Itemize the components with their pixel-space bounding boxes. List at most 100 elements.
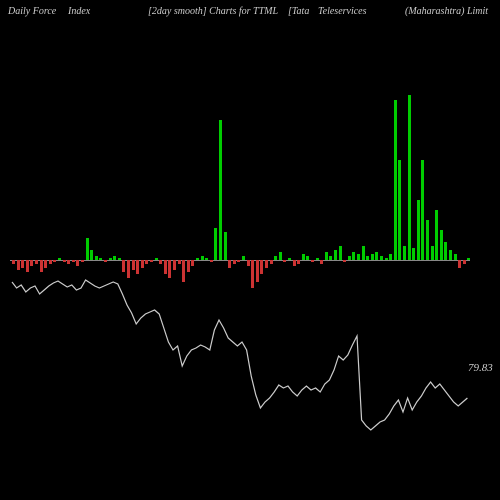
header-text-2: Index bbox=[68, 6, 90, 17]
force-bar bbox=[76, 260, 79, 266]
force-bar bbox=[233, 260, 236, 264]
force-bar bbox=[343, 260, 346, 262]
force-bar bbox=[316, 258, 319, 260]
force-bar bbox=[334, 250, 337, 260]
force-bar bbox=[329, 256, 332, 260]
force-bar bbox=[385, 258, 388, 260]
force-bar bbox=[63, 260, 66, 262]
force-bar bbox=[293, 260, 296, 266]
force-bar bbox=[17, 260, 20, 270]
force-bar bbox=[118, 258, 121, 260]
header-text-4: [Tata bbox=[288, 6, 309, 17]
force-bar bbox=[421, 160, 424, 260]
force-bar bbox=[127, 260, 130, 278]
force-bar bbox=[260, 260, 263, 274]
header-text-6: (Maharashtra) Limit bbox=[405, 6, 488, 17]
force-bar bbox=[412, 248, 415, 260]
force-bar bbox=[150, 260, 153, 262]
chart-header: Daily Force Index [2day smooth] Charts f… bbox=[0, 6, 500, 26]
force-bar bbox=[109, 258, 112, 260]
force-bar bbox=[30, 260, 33, 266]
force-bar bbox=[81, 260, 84, 262]
force-bar bbox=[454, 254, 457, 260]
force-bar bbox=[168, 260, 171, 278]
force-bar bbox=[187, 260, 190, 272]
force-bar bbox=[426, 220, 429, 260]
force-bar bbox=[228, 260, 231, 268]
force-bar bbox=[467, 258, 470, 260]
force-bar bbox=[141, 260, 144, 268]
force-bar bbox=[219, 120, 222, 260]
header-text-3: [2day smooth] Charts for TTML bbox=[148, 6, 278, 17]
force-bar bbox=[182, 260, 185, 282]
force-bar bbox=[58, 258, 61, 260]
force-bar bbox=[49, 260, 52, 264]
force-bar bbox=[274, 256, 277, 260]
force-bar bbox=[201, 256, 204, 260]
header-text-5: Teleservices bbox=[318, 6, 367, 17]
force-bar bbox=[279, 252, 282, 260]
force-bar bbox=[155, 258, 158, 260]
force-bar bbox=[398, 160, 401, 260]
force-bar bbox=[431, 246, 434, 260]
force-bar bbox=[145, 260, 148, 264]
force-bar bbox=[247, 260, 250, 266]
force-bar bbox=[389, 254, 392, 260]
force-bar bbox=[320, 260, 323, 264]
force-bar bbox=[408, 95, 411, 260]
force-bar bbox=[99, 258, 102, 260]
force-bar bbox=[265, 260, 268, 268]
force-bar bbox=[237, 260, 240, 262]
force-bar bbox=[113, 256, 116, 260]
force-bar bbox=[435, 210, 438, 260]
force-bar bbox=[196, 258, 199, 260]
force-bar bbox=[283, 260, 286, 262]
force-bar bbox=[12, 260, 15, 264]
force-bar bbox=[357, 254, 360, 260]
force-bar bbox=[90, 250, 93, 260]
force-bar bbox=[449, 250, 452, 260]
force-bar bbox=[306, 256, 309, 260]
force-bar bbox=[440, 230, 443, 260]
force-bar bbox=[191, 260, 194, 266]
force-bar bbox=[35, 260, 38, 264]
force-bar bbox=[256, 260, 259, 282]
force-bar bbox=[44, 260, 47, 268]
force-bar bbox=[95, 256, 98, 260]
force-bar bbox=[132, 260, 135, 270]
force-bar bbox=[325, 252, 328, 260]
force-bar bbox=[224, 232, 227, 260]
price-value-label: 79.83 bbox=[468, 362, 493, 374]
force-bar bbox=[242, 256, 245, 260]
force-bar bbox=[86, 238, 89, 260]
force-bar bbox=[164, 260, 167, 274]
force-bar bbox=[67, 260, 70, 264]
force-bar bbox=[26, 260, 29, 272]
force-bar bbox=[380, 256, 383, 260]
force-bar bbox=[458, 260, 461, 268]
force-bar bbox=[173, 260, 176, 270]
force-bar bbox=[104, 260, 107, 262]
force-bar bbox=[339, 246, 342, 260]
force-bar bbox=[371, 254, 374, 260]
force-bar bbox=[463, 260, 466, 264]
force-bar bbox=[72, 260, 75, 262]
force-bar bbox=[444, 242, 447, 260]
header-text-1: Daily Force bbox=[8, 6, 56, 17]
force-bar bbox=[159, 260, 162, 264]
force-bar bbox=[122, 260, 125, 272]
force-bar bbox=[21, 260, 24, 268]
force-bar bbox=[210, 260, 213, 262]
force-bar bbox=[178, 260, 181, 264]
force-bar bbox=[53, 260, 56, 262]
force-bar bbox=[366, 256, 369, 260]
force-bar bbox=[311, 260, 314, 262]
force-bar bbox=[214, 228, 217, 260]
force-bar bbox=[362, 246, 365, 260]
force-bar bbox=[205, 258, 208, 260]
force-bar bbox=[270, 260, 273, 264]
force-bar bbox=[251, 260, 254, 288]
force-bar bbox=[136, 260, 139, 274]
force-bar bbox=[417, 200, 420, 260]
force-bar bbox=[394, 100, 397, 260]
